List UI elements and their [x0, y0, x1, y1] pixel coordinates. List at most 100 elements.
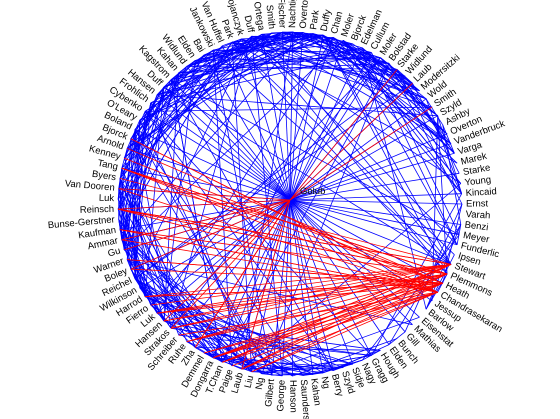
edge-chord — [117, 41, 233, 210]
node-label: Meyer — [462, 230, 490, 246]
edge-chord — [117, 168, 123, 199]
edge-chord — [139, 287, 263, 375]
edge-chord — [203, 54, 406, 77]
node-label: Gilbert — [263, 378, 277, 407]
edge-spoke — [144, 111, 291, 201]
edge-spoke — [134, 129, 291, 201]
edge-chord — [388, 63, 463, 205]
edge-chord — [251, 36, 448, 275]
node-label: Liu — [243, 374, 257, 389]
edge-chord — [195, 347, 381, 351]
edge-red — [117, 208, 438, 293]
edge-chord — [119, 178, 180, 336]
edge-chord — [231, 41, 455, 255]
node-label: Fischer — [275, 0, 287, 28]
edge-chord — [126, 38, 243, 149]
edge-spoke — [289, 199, 463, 205]
edge-spoke — [289, 199, 452, 265]
node-label: Saunders — [298, 379, 312, 419]
edge-spoke — [289, 199, 324, 373]
edge-red — [121, 167, 443, 284]
edge-red — [145, 282, 443, 297]
edge-chord — [139, 32, 304, 121]
edge-chord — [145, 106, 433, 112]
edge-chord — [134, 278, 158, 314]
edge-chord — [282, 31, 381, 59]
edge-chord — [170, 79, 334, 371]
edge-chord — [170, 79, 223, 363]
edge-chord — [119, 41, 233, 230]
edge-chord — [212, 49, 452, 265]
edge-chord — [342, 40, 448, 135]
edge-chord — [203, 352, 314, 375]
edge-chord — [123, 138, 132, 250]
edge-chord — [322, 34, 455, 154]
edge-chord — [251, 36, 458, 246]
edge-chord — [261, 355, 372, 375]
node-label: Gu — [107, 246, 122, 260]
edge-spoke — [163, 86, 291, 201]
edge-chord — [388, 331, 406, 345]
edge-chord — [322, 34, 463, 194]
edge-chord — [322, 34, 438, 117]
edge-red — [170, 199, 291, 329]
edge-chord — [156, 37, 334, 314]
edge-red — [163, 199, 291, 322]
edge-chord — [442, 124, 455, 154]
edge-spoke — [289, 172, 460, 201]
edge-chord — [150, 52, 372, 104]
edge-chord — [412, 83, 460, 174]
node-label: Kincaid — [465, 186, 497, 199]
edge-chord — [362, 47, 438, 117]
edge-chord — [231, 41, 448, 275]
edge-spoke — [289, 47, 363, 201]
edge-red — [145, 264, 452, 297]
edge-chord — [123, 31, 283, 159]
node-label: Starke — [462, 162, 491, 178]
edge-red — [121, 167, 438, 293]
edge-chord — [261, 373, 283, 377]
edge-chord — [251, 35, 427, 100]
edge-red — [130, 199, 291, 270]
edge-red — [241, 291, 438, 370]
edge-chord — [170, 32, 304, 81]
edge-chord — [312, 33, 420, 92]
node-label: Tang — [96, 158, 118, 173]
node-label: Van Dooren — [64, 178, 115, 193]
edge-red — [119, 229, 438, 293]
node-label: Luk — [99, 193, 115, 204]
edge-chord — [163, 37, 334, 88]
edge-red — [194, 199, 291, 348]
edge-spoke — [289, 52, 372, 201]
node-label: Overton — [298, 0, 311, 29]
edge-red — [121, 239, 438, 293]
edge-chord — [130, 138, 273, 376]
node-label: George — [275, 380, 287, 412]
edge-spoke — [241, 38, 291, 201]
edge-chord — [271, 31, 293, 34]
edge-chord — [134, 75, 406, 279]
edge-chord — [118, 219, 233, 367]
edge-chord — [123, 72, 180, 250]
edge-chord — [292, 31, 427, 100]
edge-chord — [292, 338, 398, 377]
edge-red — [289, 83, 413, 201]
edge-red — [130, 268, 443, 284]
edge-spoke — [119, 199, 291, 230]
edge-chord — [150, 102, 253, 372]
edge-spoke — [289, 31, 293, 201]
edge-chord — [144, 296, 353, 365]
edge-chord — [121, 72, 180, 169]
edge-red — [118, 188, 291, 201]
edge-red — [241, 199, 291, 370]
edge-chord — [231, 41, 390, 64]
edge-chord — [130, 54, 205, 140]
edge-chord — [442, 203, 463, 284]
edge-chord — [119, 178, 188, 342]
edge-chord — [195, 34, 324, 61]
edge-chord — [282, 31, 398, 70]
edge-red — [124, 199, 291, 251]
edge-red — [251, 291, 438, 373]
edge-chord — [212, 357, 252, 373]
edge-red — [203, 282, 443, 354]
